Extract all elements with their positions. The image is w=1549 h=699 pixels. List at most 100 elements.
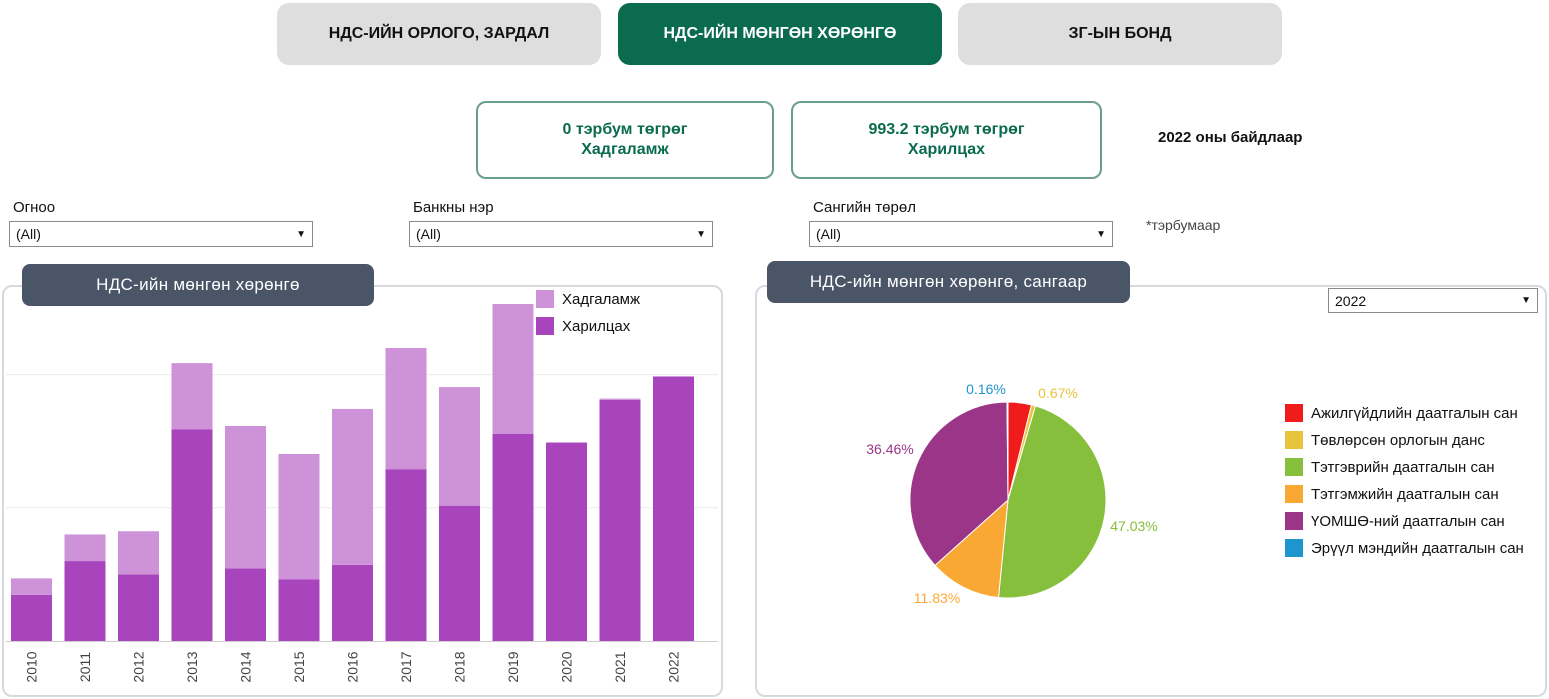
legend-swatch	[1285, 485, 1303, 503]
bar-deposit-2012[interactable]	[118, 531, 159, 575]
bar-deposit-2013[interactable]	[171, 363, 213, 430]
bar-current-2011[interactable]	[64, 561, 106, 641]
bar-deposit-2017[interactable]	[385, 347, 427, 470]
x-tick-label: 2013	[184, 651, 200, 682]
bar-deposit-2019[interactable]	[492, 303, 534, 434]
pie-legend-item: Тэтгэврийн даатгалын сан	[1285, 458, 1495, 476]
legend-label: ҮОМШӨ-ний даатгалын сан	[1311, 512, 1505, 530]
filter-date-label: Огноо	[13, 199, 56, 216]
kpi-deposit-card: 0 тэрбум төгрөг Хадгаламж	[476, 101, 774, 179]
dropdown-arrow-icon: ▼	[296, 228, 306, 240]
pie-chart: 0.67% 47.03% 11.83% 36.46% 0.16%	[866, 381, 1157, 606]
filter-bank-select[interactable]: (All) ▼	[409, 221, 713, 247]
legend-label: Тэтгэврийн даатгалын сан	[1311, 458, 1495, 476]
x-tick-label: 2011	[77, 652, 93, 682]
kpi-deposit-label: Хадгаламж	[581, 141, 669, 158]
bar-current-2013[interactable]	[171, 429, 213, 641]
pie-legend-item: Тэтгэмжийн даатгалын сан	[1285, 485, 1499, 503]
legend-swatch	[1285, 458, 1303, 476]
pie-slice-4[interactable]	[909, 401, 1009, 567]
pie-data-label: 36.46%	[866, 441, 913, 457]
kpi-current-card: 993.2 тэрбум төгрөг Харилцах	[791, 101, 1102, 179]
legend-label: Хадгаламж	[562, 290, 641, 308]
filter-date-value: (All)	[16, 226, 41, 242]
bar-deposit-2011[interactable]	[64, 534, 106, 562]
x-tick-label: 2016	[345, 651, 361, 682]
x-tick-label: 2019	[505, 651, 521, 682]
bar-current-2021[interactable]	[599, 399, 641, 641]
pie-slice-2[interactable]	[997, 405, 1107, 599]
pie-legend-item: Эрүүл мэндийн даатгалын сан	[1285, 539, 1524, 557]
pie-chart-panel	[755, 285, 1547, 697]
bar-current-2012[interactable]	[118, 574, 159, 641]
legend-item-current: Харилцах	[536, 317, 630, 335]
bar-current-2015[interactable]	[278, 579, 320, 641]
filter-fund-type-label: Сангийн төрөл	[813, 199, 916, 216]
bar-current-2020[interactable]	[546, 442, 587, 641]
bar-current-2016[interactable]	[332, 564, 373, 641]
pie-data-label: 47.03%	[1110, 518, 1157, 534]
x-tick-label: 2010	[24, 651, 40, 682]
pie-legend-item: ҮОМШӨ-ний даатгалын сан	[1285, 512, 1505, 530]
tab-label: ЗГ-ЫН БОНД	[1068, 25, 1172, 42]
bar-deposit-2018[interactable]	[439, 387, 480, 506]
bar-marks	[11, 303, 694, 641]
pie-data-label: 0.16%	[966, 381, 1006, 397]
legend-label: Тэтгэмжийн даатгалын сан	[1311, 485, 1499, 503]
x-tick-label: 2015	[291, 651, 307, 682]
dropdown-arrow-icon: ▼	[1521, 295, 1531, 306]
x-tick-label: 2012	[131, 651, 147, 682]
legend-swatch	[1285, 431, 1303, 449]
bar-current-2010[interactable]	[11, 594, 52, 641]
legend-swatch	[536, 290, 554, 308]
filter-date-select[interactable]: (All) ▼	[9, 221, 313, 247]
pie-data-labels: 0.67% 47.03% 11.83% 36.46% 0.16%	[866, 381, 1157, 606]
pie-data-label: 0.67%	[1038, 385, 1078, 401]
bar-current-2019[interactable]	[492, 433, 534, 641]
pie-slice-3[interactable]	[934, 498, 1009, 599]
legend-label: Эрүүл мэндийн даатгалын сан	[1311, 539, 1524, 557]
bar-deposit-2015[interactable]	[278, 453, 320, 580]
tab-label: НДС-ИЙН МӨНГӨН ХӨРӨНГӨ	[663, 25, 897, 42]
tab-label: НДС-ИЙН ОРЛОГО, ЗАРДАЛ	[328, 25, 550, 42]
filter-fund-type-select[interactable]: (All) ▼	[809, 221, 1113, 247]
tab-vat-income-expense[interactable]: НДС-ИЙН ОРЛОГО, ЗАРДАЛ	[277, 3, 601, 65]
bar-deposit-2014[interactable]	[225, 426, 266, 569]
dropdown-arrow-icon: ▼	[696, 228, 706, 240]
x-tick-label: 2018	[452, 651, 468, 682]
bar-deposit-2010[interactable]	[11, 578, 52, 595]
bar-current-2018[interactable]	[439, 505, 480, 641]
pie-legend-item: Төвлөрсөн орлогын данс	[1285, 431, 1485, 449]
as-of-label: 2022 оны байдлаар	[1158, 129, 1303, 146]
bar-deposit-2016[interactable]	[332, 408, 373, 565]
filter-bank-value: (All)	[416, 226, 441, 242]
legend-swatch	[1285, 512, 1303, 530]
bar-x-ticks: 2010 2011 2012 2013 2014 2015 2016 2017 2018 2019…	[24, 651, 682, 682]
kpi-current-label: Харилцах	[907, 141, 986, 158]
filter-bank-label: Банкны нэр	[413, 199, 494, 216]
filter-fund-type-value: (All)	[816, 226, 841, 242]
tab-government-bond[interactable]: ЗГ-ЫН БОНД	[958, 3, 1282, 65]
pie-data-label: 11.83%	[914, 590, 960, 606]
legend-label: Төвлөрсөн орлогын данс	[1311, 431, 1485, 449]
tab-vat-cash-assets[interactable]: НДС-ИЙН МӨНГӨН ХӨРӨНГӨ	[618, 3, 942, 65]
bar-current-2017[interactable]	[385, 469, 427, 641]
x-tick-label: 2014	[238, 651, 254, 682]
legend-swatch	[1285, 404, 1303, 422]
bar-current-2014[interactable]	[225, 568, 266, 641]
legend-label: Ажилгүйдлийн даатгалын сан	[1311, 404, 1518, 422]
dropdown-arrow-icon: ▼	[1096, 228, 1106, 240]
kpi-current-value: 993.2 тэрбум төгрөг	[868, 121, 1025, 138]
pie-slices	[909, 401, 1107, 599]
bar-current-2022[interactable]	[653, 376, 694, 641]
pie-legend-item: Ажилгүйдлийн даатгалын сан	[1285, 404, 1518, 422]
x-tick-label: 2022	[666, 651, 682, 682]
pie-chart-title: НДС-ийн мөнгөн хөрөнгө, сангаар	[767, 261, 1130, 303]
x-tick-label: 2021	[612, 651, 628, 682]
pie-year-select[interactable]: 2022 ▼	[1328, 288, 1538, 313]
bar-chart: 2010 2011 2012 2013 2014 2015 2016 2017 2018 2019…	[6, 303, 718, 683]
bar-deposit-2021[interactable]	[599, 398, 641, 400]
pie-slice-5[interactable]	[1006, 401, 1009, 501]
legend-swatch	[1285, 539, 1303, 557]
x-tick-label: 2017	[398, 651, 414, 682]
